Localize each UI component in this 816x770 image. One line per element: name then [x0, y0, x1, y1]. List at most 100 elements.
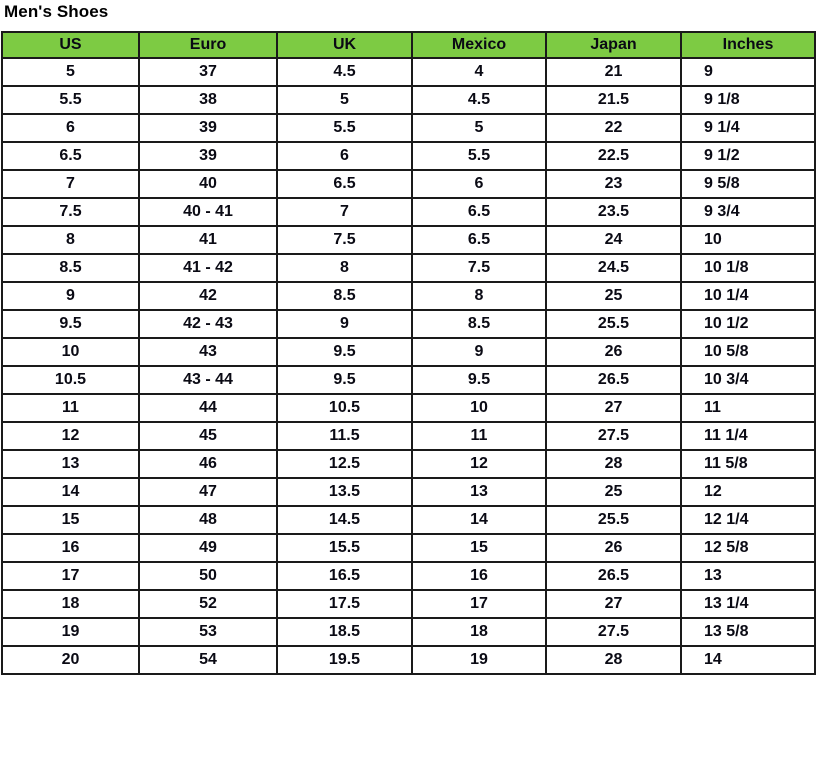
table-row: 19 53 18.5 18 27.5 13 5/8	[1, 617, 816, 647]
cell-inches: 9 5/8	[680, 169, 816, 199]
cell-japan: 22.5	[545, 141, 682, 171]
cell-mexico: 4	[411, 57, 547, 87]
cell-inches: 9 3/4	[680, 197, 816, 227]
cell-inches: 11 1/4	[680, 421, 816, 451]
cell-inches: 10 1/2	[680, 309, 816, 339]
cell-japan: 25.5	[545, 309, 682, 339]
cell-japan: 21.5	[545, 85, 682, 115]
cell-us: 7	[1, 169, 140, 199]
table-row: 8 41 7.5 6.5 24 10	[1, 225, 816, 255]
cell-inches: 10 1/8	[680, 253, 816, 283]
cell-euro: 37	[138, 57, 278, 87]
table-row: 12 45 11.5 11 27.5 11 1/4	[1, 421, 816, 451]
table-row: 20 54 19.5 19 28 14	[1, 645, 816, 675]
table-row: 16 49 15.5 15 26 12 5/8	[1, 533, 816, 563]
cell-mexico: 18	[411, 617, 547, 647]
cell-uk: 16.5	[276, 561, 413, 591]
cell-mexico: 16	[411, 561, 547, 591]
cell-japan: 28	[545, 449, 682, 479]
cell-euro: 39	[138, 141, 278, 171]
column-header-japan: Japan	[545, 31, 682, 59]
cell-us: 11	[1, 393, 140, 423]
cell-japan: 25.5	[545, 505, 682, 535]
cell-mexico: 6.5	[411, 225, 547, 255]
cell-mexico: 7.5	[411, 253, 547, 283]
table-row: 10.5 43 - 44 9.5 9.5 26.5 10 3/4	[1, 365, 816, 395]
table-row: 5.5 38 5 4.5 21.5 9 1/8	[1, 85, 816, 115]
cell-uk: 19.5	[276, 645, 413, 675]
cell-mexico: 9.5	[411, 365, 547, 395]
cell-uk: 14.5	[276, 505, 413, 535]
cell-us: 10	[1, 337, 140, 367]
column-header-mexico: Mexico	[411, 31, 547, 59]
cell-us: 7.5	[1, 197, 140, 227]
cell-euro: 43 - 44	[138, 365, 278, 395]
cell-euro: 40	[138, 169, 278, 199]
cell-uk: 9	[276, 309, 413, 339]
cell-us: 6	[1, 113, 140, 143]
cell-euro: 54	[138, 645, 278, 675]
cell-euro: 41	[138, 225, 278, 255]
cell-us: 15	[1, 505, 140, 535]
cell-mexico: 13	[411, 477, 547, 507]
column-header-euro: Euro	[138, 31, 278, 59]
cell-us: 18	[1, 589, 140, 619]
cell-mexico: 9	[411, 337, 547, 367]
cell-uk: 8	[276, 253, 413, 283]
cell-japan: 26	[545, 533, 682, 563]
column-header-inches: Inches	[680, 31, 816, 59]
cell-us: 9.5	[1, 309, 140, 339]
table-row: 10 43 9.5 9 26 10 5/8	[1, 337, 816, 367]
cell-euro: 42 - 43	[138, 309, 278, 339]
cell-mexico: 6.5	[411, 197, 547, 227]
cell-uk: 18.5	[276, 617, 413, 647]
cell-mexico: 6	[411, 169, 547, 199]
cell-japan: 22	[545, 113, 682, 143]
cell-euro: 43	[138, 337, 278, 367]
cell-inches: 13	[680, 561, 816, 591]
cell-japan: 23.5	[545, 197, 682, 227]
table-row: 9.5 42 - 43 9 8.5 25.5 10 1/2	[1, 309, 816, 339]
cell-japan: 27	[545, 393, 682, 423]
cell-us: 10.5	[1, 365, 140, 395]
cell-euro: 48	[138, 505, 278, 535]
cell-inches: 9 1/4	[680, 113, 816, 143]
table-row: 17 50 16.5 16 26.5 13	[1, 561, 816, 591]
cell-mexico: 19	[411, 645, 547, 675]
cell-euro: 52	[138, 589, 278, 619]
cell-japan: 26	[545, 337, 682, 367]
table-row: 6 39 5.5 5 22 9 1/4	[1, 113, 816, 143]
page-title: Men's Shoes	[4, 2, 109, 21]
cell-us: 13	[1, 449, 140, 479]
cell-uk: 17.5	[276, 589, 413, 619]
table-body: 5 37 4.5 4 21 9 5.5 38 5 4.5 21.5 9 1/8 6 39 5.5 5 22 9 1…	[1, 57, 816, 675]
cell-inches: 13 1/4	[680, 589, 816, 619]
cell-mexico: 10	[411, 393, 547, 423]
table-header: US Euro UK Mexico Japan Inches	[1, 31, 816, 59]
cell-uk: 11.5	[276, 421, 413, 451]
cell-euro: 45	[138, 421, 278, 451]
cell-inches: 9 1/8	[680, 85, 816, 115]
table-row: 5 37 4.5 4 21 9	[1, 57, 816, 87]
cell-japan: 25	[545, 281, 682, 311]
table-row: 11 44 10.5 10 27 11	[1, 393, 816, 423]
column-header-us: US	[1, 31, 140, 59]
cell-japan: 26.5	[545, 365, 682, 395]
cell-inches: 13 5/8	[680, 617, 816, 647]
table-row: 6.5 39 6 5.5 22.5 9 1/2	[1, 141, 816, 171]
cell-us: 5	[1, 57, 140, 87]
cell-euro: 50	[138, 561, 278, 591]
cell-uk: 9.5	[276, 365, 413, 395]
cell-inches: 14	[680, 645, 816, 675]
cell-inches: 10 5/8	[680, 337, 816, 367]
cell-uk: 7.5	[276, 225, 413, 255]
cell-mexico: 15	[411, 533, 547, 563]
cell-japan: 24.5	[545, 253, 682, 283]
cell-inches: 10 3/4	[680, 365, 816, 395]
table-row: 18 52 17.5 17 27 13 1/4	[1, 589, 816, 619]
cell-japan: 27.5	[545, 617, 682, 647]
cell-uk: 5.5	[276, 113, 413, 143]
cell-us: 6.5	[1, 141, 140, 171]
cell-uk: 8.5	[276, 281, 413, 311]
